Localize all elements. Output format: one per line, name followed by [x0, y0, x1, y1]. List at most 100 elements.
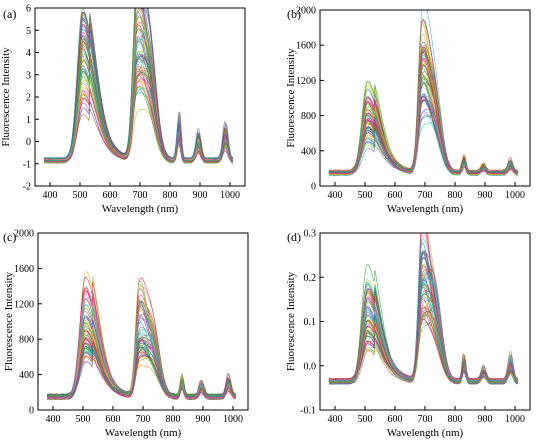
y-tick-label: -1	[23, 159, 31, 170]
series-line	[328, 290, 519, 380]
x-tick-label: 400	[328, 414, 343, 425]
series-line	[328, 280, 519, 382]
y-tick-label: 1	[26, 115, 31, 126]
series-line	[43, 78, 234, 163]
series-line	[329, 64, 519, 173]
x-tick-label: 500	[358, 414, 373, 425]
x-tick-label: 500	[358, 190, 373, 201]
x-tick-label: 700	[136, 414, 151, 425]
series-group	[328, 233, 519, 385]
y-tick-label: 0	[29, 406, 34, 417]
y-tick-label: 1200	[14, 299, 34, 310]
x-tick-label: 500	[73, 190, 88, 201]
y-axis-label: Fluorescence Intensity	[0, 47, 12, 147]
y-tick-label: 800	[19, 335, 34, 346]
x-tick-label: 800	[166, 414, 181, 425]
y-axis-label: Fluorescence Intensity	[285, 48, 297, 148]
series-group	[43, 8, 234, 164]
x-tick-label: 700	[133, 190, 148, 201]
y-tick-label: 0.0	[304, 361, 317, 372]
x-tick-label: 800	[448, 190, 463, 201]
x-tick-label: 700	[418, 414, 433, 425]
series-line	[43, 70, 234, 162]
series-line	[46, 338, 237, 399]
series-line	[328, 58, 519, 175]
x-tick-label: 900	[196, 414, 211, 425]
series-line	[43, 38, 234, 159]
series-line	[328, 112, 519, 172]
chart-panel-1: (a) 400 500 600 700 800 900 1000 -2 -1 0 1 2 3 4 5 6 Wave…	[0, 4, 246, 215]
x-tick-label: 1000	[223, 414, 243, 425]
y-tick-label: -2	[23, 182, 31, 193]
y-tick-label: 800	[301, 111, 316, 122]
y-tick-label: 0.3	[304, 229, 317, 240]
x-axis-label: Wavelength (nm)	[387, 203, 464, 215]
x-tick-label: 1000	[505, 414, 525, 425]
y-tick-label: 5	[26, 26, 31, 37]
series-line	[43, 8, 234, 160]
series-line	[328, 48, 519, 173]
y-axis-label: Fluorescence Intensity	[3, 271, 15, 371]
x-tick-label: 500	[76, 414, 91, 425]
x-tick-label: 600	[103, 190, 118, 201]
series-line	[328, 269, 519, 381]
series-line	[328, 51, 519, 173]
series-line	[47, 348, 237, 398]
chart-panel-2: (b) 400 500 600 700 800 900 1000 0 400 800 1200 1600…	[285, 6, 531, 215]
x-tick-label: 400	[43, 190, 58, 201]
series-line	[46, 304, 237, 397]
x-axis-label: Wavelength (nm)	[105, 427, 182, 439]
x-tick-label: 800	[163, 190, 178, 201]
panel-label: (b)	[287, 7, 301, 21]
y-tick-label: 6	[26, 4, 31, 15]
series-group	[46, 271, 237, 401]
axes-frame	[37, 232, 249, 411]
series-line	[46, 315, 237, 401]
y-tick-label: 0	[26, 137, 31, 148]
x-tick-label: 400	[328, 190, 343, 201]
x-tick-label: 1000	[220, 190, 240, 201]
y-tick-label: -0.1	[300, 406, 316, 417]
chart-panel-4: (d) 400 500 600 700 800 900 1000 -0.1 0.0 0.1 0.2 0.…	[285, 229, 531, 439]
series-line	[329, 41, 519, 173]
y-tick-label: 3	[26, 70, 31, 81]
series-group	[328, 10, 519, 177]
series-line	[328, 309, 518, 384]
y-tick-label: 1600	[14, 264, 34, 275]
panel-label: (c)	[3, 230, 16, 244]
x-tick-label: 1000	[505, 190, 525, 201]
y-axis-label: Fluorescence Intensity	[285, 271, 297, 371]
x-tick-label: 600	[388, 414, 403, 425]
y-tick-label: 0	[311, 182, 316, 193]
series-line	[43, 66, 234, 160]
y-tick-label: 4	[26, 48, 31, 59]
y-tick-label: 2	[26, 93, 31, 104]
y-tick-label: 0.1	[304, 317, 317, 328]
series-line	[43, 25, 234, 160]
x-tick-label: 800	[448, 414, 463, 425]
y-tick-label: 2000	[296, 6, 316, 17]
panel-label: (a)	[3, 7, 16, 21]
x-tick-label: 900	[478, 190, 493, 201]
x-tick-label: 700	[418, 190, 433, 201]
chart-panel-3: (c) 400 500 600 700 800 900 1000 0 400 800 1200 1600…	[3, 229, 249, 439]
x-tick-label: 600	[388, 190, 403, 201]
x-tick-label: 900	[193, 190, 208, 201]
x-tick-label: 600	[106, 414, 121, 425]
panel-label: (d)	[287, 230, 301, 244]
y-tick-label: 0.2	[304, 273, 317, 284]
y-tick-label: 1600	[296, 41, 316, 52]
x-tick-label: 400	[46, 414, 61, 425]
x-tick-label: 900	[478, 414, 493, 425]
y-tick-label: 2000	[14, 229, 34, 240]
series-line	[328, 10, 519, 175]
y-tick-label: 400	[301, 146, 316, 157]
series-line	[328, 49, 519, 173]
series-line	[328, 233, 519, 382]
series-line	[328, 313, 519, 383]
y-tick-label: 1200	[296, 76, 316, 87]
y-tick-label: 400	[19, 370, 34, 381]
x-axis-label: Wavelength (nm)	[387, 427, 464, 439]
x-axis-label: Wavelength (nm)	[102, 203, 179, 215]
